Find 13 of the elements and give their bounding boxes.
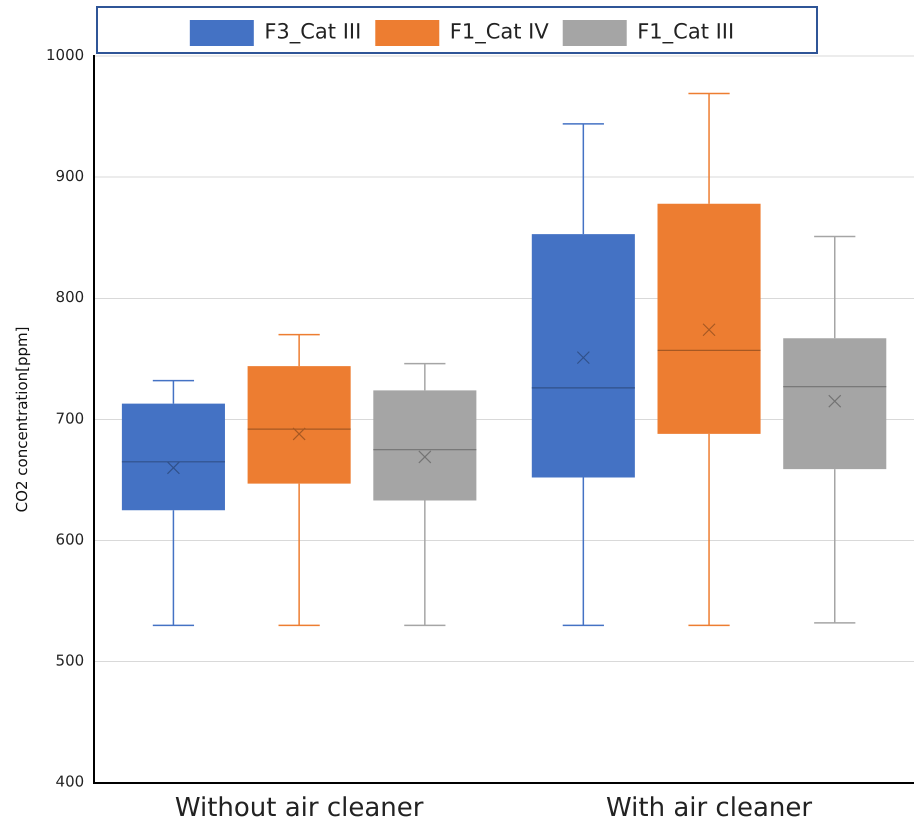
legend-label: F1_Cat III <box>637 19 734 44</box>
x-tick-label: With air cleaner <box>606 793 812 824</box>
y-tick-label: 500 <box>56 652 84 670</box>
y-tick-label: 700 <box>56 409 84 428</box>
x-tick-label: Without air cleaner <box>174 793 424 824</box>
legend-label: F3_Cat III <box>264 19 362 44</box>
y-tick-label: 400 <box>56 772 84 791</box>
y-tick-label: 1000 <box>46 46 84 64</box>
y-tick-label: 900 <box>56 167 84 186</box>
y-tick-label: 800 <box>56 288 84 306</box>
y-axis-title: CO2 concentration[ppm] <box>12 326 31 512</box>
legend-label: F1_Cat IV <box>450 19 550 44</box>
y-tick-label: 600 <box>56 530 84 548</box>
